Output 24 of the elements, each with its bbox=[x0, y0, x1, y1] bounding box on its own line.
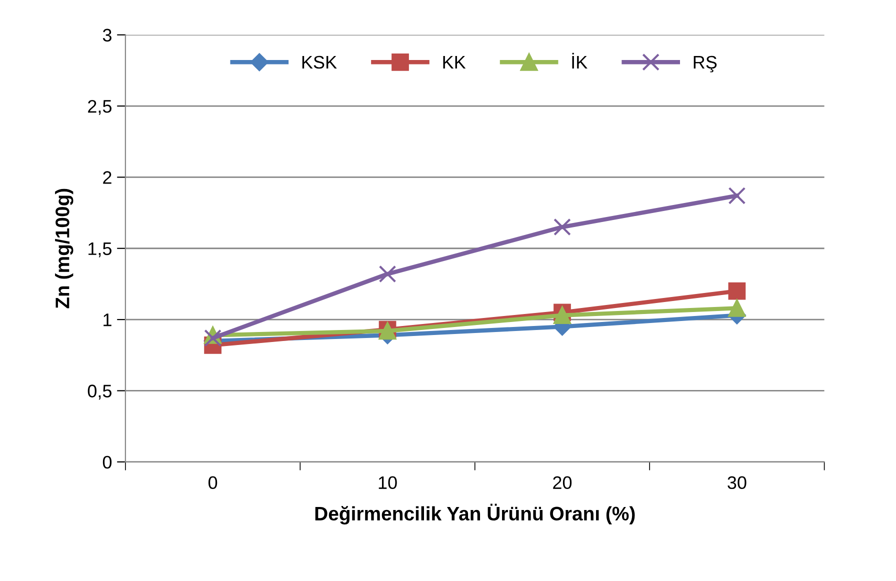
y-tick-label: 0,5 bbox=[88, 384, 112, 400]
y-axis-title: Zn (mg/100g) bbox=[55, 188, 74, 308]
x-tick-label: 0 bbox=[208, 476, 218, 490]
point bbox=[554, 306, 571, 324]
point bbox=[728, 299, 746, 317]
legend-label: RŞ bbox=[694, 56, 717, 72]
point bbox=[728, 282, 746, 300]
point bbox=[554, 218, 571, 236]
x-tick-label: 10 bbox=[378, 476, 397, 490]
y-tick-label: 3 bbox=[102, 28, 112, 42]
x-tick-label: 30 bbox=[728, 476, 746, 490]
y-tick-label: 1,5 bbox=[88, 242, 112, 258]
legend-label: İK bbox=[572, 52, 588, 68]
y-tick-label: 2 bbox=[103, 171, 112, 184]
point bbox=[378, 265, 396, 283]
x-axis-title: Değirmencilik Yan Ürünü Oranı (%) bbox=[315, 504, 635, 524]
point bbox=[728, 187, 746, 204]
y-tick-label: 1 bbox=[104, 314, 112, 326]
legend-label: KSK bbox=[302, 56, 337, 69]
legend-label: KK bbox=[443, 56, 466, 68]
y-tick-label: 2,5 bbox=[88, 100, 112, 115]
point bbox=[204, 329, 222, 347]
x-tick-label: 20 bbox=[553, 476, 572, 490]
y-tick-label: 0 bbox=[102, 456, 112, 469]
